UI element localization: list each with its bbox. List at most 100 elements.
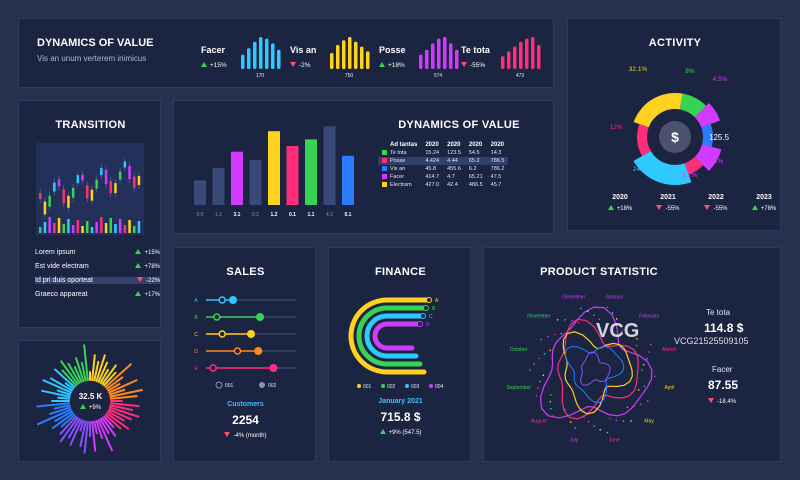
scatter-dot (549, 349, 551, 352)
up-arrow-icon (751, 205, 758, 210)
scatter-dot (564, 408, 566, 411)
finance-track (348, 297, 432, 375)
finance-track-end (420, 313, 426, 319)
header-subtitle: Vis an unum verterem inimicus (37, 54, 147, 63)
scatter-dot (621, 330, 624, 332)
candle-body (123, 161, 127, 168)
gauge-spike (79, 420, 87, 447)
bar (305, 139, 317, 205)
scatter-dot (538, 357, 541, 360)
gauge-spike (61, 369, 77, 387)
scatter-dot (564, 318, 566, 321)
candle-body (48, 195, 51, 207)
activity-slice-label: 12% (609, 124, 622, 131)
kpi-value: 574 (434, 73, 443, 79)
table-cell: 4.7 (447, 174, 455, 180)
sales-handle-a (209, 364, 217, 372)
finance-panel: FINANCE A B C D 001 002 003 004 January 2021 71… (328, 247, 471, 462)
kpi-item: Te tota -55% 473 (461, 37, 546, 85)
kpi-bar-chart: 170 (241, 37, 281, 79)
kpi-bar (519, 41, 523, 69)
volume-bar (39, 227, 42, 233)
gauge-spike (105, 376, 124, 390)
volume-bar (100, 217, 103, 233)
table-header-cell: 2020 (425, 142, 439, 148)
sales-handle-b (256, 313, 264, 321)
scatter-dot (640, 403, 642, 405)
finance-track-label: A (435, 298, 439, 304)
kpi-bar (348, 37, 352, 69)
activity-slice-label: 32.1% (629, 66, 648, 73)
candle-body (100, 168, 103, 176)
finance-legend-label: 003 (411, 384, 420, 390)
volume-bar (95, 222, 98, 233)
activity-year: 2021 (660, 194, 676, 201)
gauge-spike (59, 416, 79, 443)
volume-bar (81, 226, 84, 233)
kpi-bar (531, 37, 535, 69)
candle-body (109, 181, 112, 194)
scatter-dot (574, 427, 576, 429)
gauge-spike (64, 382, 75, 390)
activity-year-change: -55% (694, 205, 738, 212)
volume-bar (71, 225, 75, 233)
table-row: Posse 4.424 4.44 65.2 786.5 (378, 157, 509, 165)
dollar-symbol: $ (671, 129, 679, 145)
bar (231, 151, 243, 205)
table-cell: 486.5 (468, 182, 483, 188)
sales-row-label: D (194, 349, 198, 355)
activity-year-change-value: -55% (665, 206, 680, 212)
scatter-dot (608, 417, 611, 420)
volume-bar (53, 223, 56, 233)
table-cell: 4.44 (443, 157, 465, 165)
legend-swatch-icon (382, 150, 387, 156)
bar-tick-label: 0.2 (252, 212, 259, 218)
kpi-name: Posse (379, 45, 406, 55)
finance-legend-swatch-icon (429, 384, 433, 388)
product-title: PRODUCT STATISTIC (540, 266, 658, 278)
gauge-spike (104, 363, 132, 388)
gauge-spike (103, 371, 117, 387)
transition-row-label: Graeco appareat (35, 291, 88, 298)
gauge-spike (68, 418, 81, 439)
scatter-dot (577, 321, 580, 324)
legend-swatch-icon (382, 182, 387, 188)
candle-body (95, 179, 98, 189)
volume-bar (62, 224, 65, 233)
activity-year-item: 2020 +18% (598, 194, 642, 212)
gauge-hole (71, 382, 109, 420)
scatter-dot (648, 351, 650, 353)
transition-row-change: +78% (135, 263, 160, 270)
kpi-bar (366, 51, 370, 69)
gauge-spike (93, 420, 98, 435)
gauge-spike (83, 420, 89, 454)
donut-segment (633, 151, 692, 185)
scatter-dot (653, 375, 656, 378)
scatter-dot (537, 387, 539, 390)
sales-handle-b (269, 364, 278, 372)
donut-segment (694, 144, 722, 171)
table-cell: 786.5 (486, 157, 509, 165)
up-arrow-icon (379, 429, 386, 434)
dynamics-table: Ad tantas 2020 2020 2020 2020 Te tota 15.24 123… (378, 141, 509, 189)
volume-bar (48, 217, 51, 233)
gauge-spike (95, 354, 106, 383)
month-label: September (506, 385, 531, 391)
volume-bar (133, 226, 136, 233)
sales-change: -4% (month) (174, 432, 317, 439)
scatter-dot (599, 428, 602, 431)
sales-legend-label: 001 (225, 383, 234, 389)
gauge-spike (42, 379, 72, 394)
sales-handle-b (229, 296, 237, 304)
scatter-dot (533, 362, 536, 365)
kpi-bar (360, 46, 364, 69)
sales-row-label: E (194, 366, 198, 372)
scatter-dot (593, 425, 595, 427)
gauge-spike (93, 360, 100, 382)
product-wave (564, 345, 625, 404)
month-label: October (510, 347, 528, 353)
volume-bar (137, 221, 141, 233)
legend-swatch-icon (382, 158, 387, 164)
scatter-dot (560, 332, 563, 335)
table-cell: 123.5 (447, 150, 461, 156)
